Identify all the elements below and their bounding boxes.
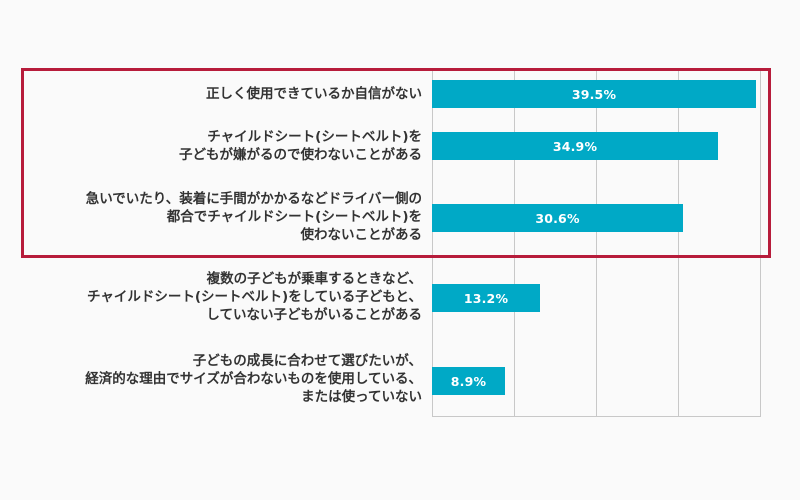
label-line: 経済的な理由でサイズが合わないものを使用している、 [85, 371, 422, 387]
label-line: または使っていない [301, 389, 422, 405]
label-line: 都合でチャイルドシート(シートベルト)を [166, 209, 422, 225]
label-line: していない子どもがいることがある [206, 307, 422, 323]
label-line: 急いでいたり、装着に手間がかかるなどドライバー側の [85, 191, 422, 207]
label-line: 子どもの成長に合わせて選びたいが、 [192, 353, 422, 369]
bar-value-label: 13.2% [463, 290, 509, 306]
bar-3: 30.6% [432, 204, 683, 232]
bar-value-label: 8.9% [450, 373, 487, 389]
category-label-1: 正しく使用できているか自信がない [2, 85, 422, 103]
label-line: チャイルドシート(シートベルト)をしている子どもと、 [87, 289, 422, 305]
gridline-0 [432, 70, 433, 417]
label-line: チャイルドシート(シートベルト)を [207, 129, 422, 145]
label-line: 子どもが嫌がるので使わないことがある [179, 147, 422, 163]
bar-4: 13.2% [432, 284, 540, 312]
bar-value-label: 30.6% [535, 210, 580, 226]
category-label-3: 急いでいたり、装着に手間がかかるなどドライバー側の 都合でチャイルドシート(シー… [2, 190, 422, 244]
category-label-4: 複数の子どもが乗車するときなど、 チャイルドシート(シートベルト)をしている子ど… [2, 270, 422, 324]
label-line: 正しく使用できているか自信がない [206, 86, 422, 102]
category-label-5: 子どもの成長に合わせて選びたいが、 経済的な理由でサイズが合わないものを使用して… [2, 352, 422, 406]
label-line: 複数の子どもが乗車するときなど、 [206, 271, 422, 287]
category-label-2: チャイルドシート(シートベルト)を 子どもが嫌がるので使わないことがある [2, 128, 422, 164]
bar-5: 8.9% [432, 367, 505, 395]
label-line: 使わないことがある [300, 227, 423, 243]
bar-1: 39.5% [432, 80, 756, 108]
bar-value-label: 34.9% [552, 138, 598, 154]
gridline-40 [760, 70, 761, 417]
x-axis-baseline [432, 416, 761, 417]
plot-area: 39.5% 34.9% 30.6% 13.2% 8.9% [432, 70, 761, 417]
bar-value-label: 39.5% [571, 86, 617, 102]
gridline-30 [678, 70, 679, 417]
gridline-10 [514, 70, 515, 417]
bar-2: 34.9% [432, 132, 718, 160]
gridline-20 [596, 70, 597, 417]
